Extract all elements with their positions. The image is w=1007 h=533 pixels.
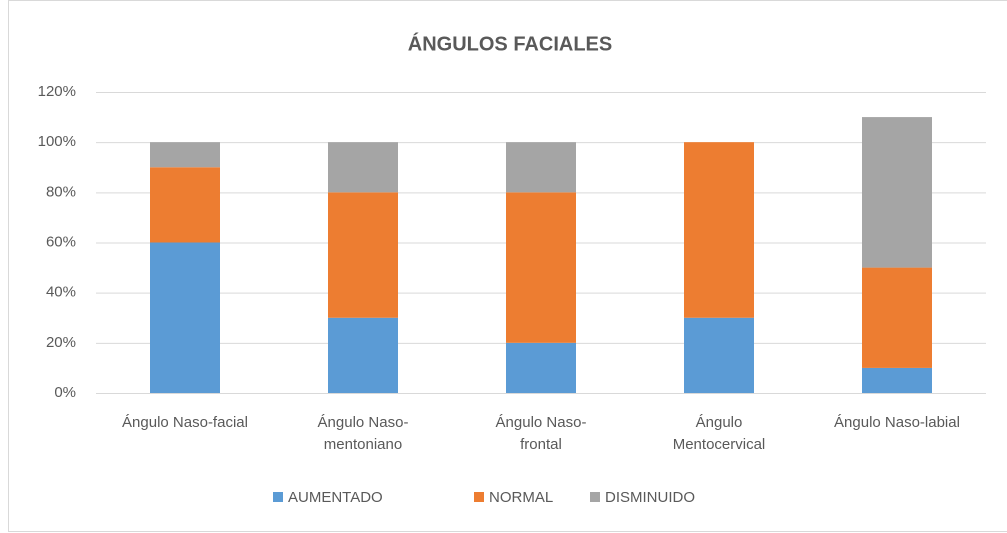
chart-title: ÁNGULOS FACIALES — [408, 32, 612, 55]
y-tick-label: 60% — [46, 233, 76, 250]
legend-label: AUMENTADO — [288, 489, 383, 506]
bar-segment — [862, 367, 932, 393]
bar-segment — [684, 142, 754, 318]
bar-segment — [150, 167, 220, 243]
y-tick-label: 80% — [46, 183, 76, 200]
bar-segment — [150, 242, 220, 393]
y-tick-label: 40% — [46, 284, 76, 301]
x-tick-label: Ángulo Mentocervical — [672, 414, 766, 453]
x-tick-label: Ángulo Naso- mentoniano — [317, 414, 409, 453]
y-tick-label: 20% — [46, 334, 76, 351]
legend-swatch — [273, 492, 283, 502]
x-tick-label: Ángulo Naso-labial — [834, 414, 960, 431]
bar-segment — [684, 317, 754, 393]
legend-label: DISMINUIDO — [605, 489, 695, 506]
bar-segment — [150, 142, 220, 168]
legend-label: NORMAL — [489, 489, 553, 506]
x-tick-label: Ángulo Naso-facial — [122, 414, 248, 431]
bar-segment — [328, 192, 398, 318]
bar-segment — [862, 267, 932, 368]
bar-segment — [506, 142, 576, 193]
bar-segment — [328, 317, 398, 393]
bar-segment — [506, 342, 576, 393]
legend-swatch — [474, 492, 484, 502]
bar-segment — [506, 192, 576, 343]
x-tick-label: Ángulo Naso- frontal — [495, 414, 587, 453]
chart-border — [8, 0, 1007, 532]
legend-swatch — [590, 492, 600, 502]
y-tick-label: 0% — [54, 384, 76, 401]
bar-segment — [328, 142, 398, 193]
y-tick-label: 120% — [38, 83, 76, 100]
y-tick-label: 100% — [38, 133, 76, 150]
bar-segment — [862, 117, 932, 268]
